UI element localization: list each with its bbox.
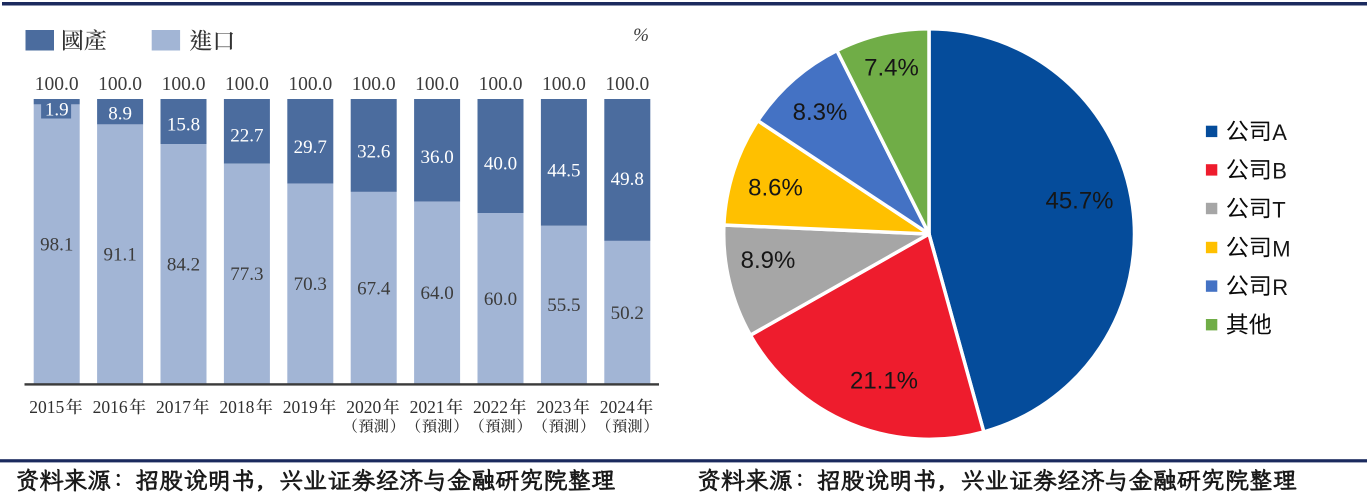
svg-text:2023: 2023 xyxy=(536,397,571,417)
svg-text:8.3%: 8.3% xyxy=(793,99,848,126)
svg-text:100.0: 100.0 xyxy=(225,74,269,95)
svg-text:55.5: 55.5 xyxy=(547,295,580,316)
svg-text:15.8: 15.8 xyxy=(167,115,200,136)
svg-text:77.3: 77.3 xyxy=(230,264,263,285)
svg-text:1.9: 1.9 xyxy=(45,100,69,121)
svg-text:100.0: 100.0 xyxy=(98,74,142,95)
svg-text:60.0: 60.0 xyxy=(484,289,517,310)
svg-text:100.0: 100.0 xyxy=(288,74,332,95)
svg-text:64.0: 64.0 xyxy=(420,283,453,304)
svg-text:84.2: 84.2 xyxy=(167,254,200,275)
svg-text:22.7: 22.7 xyxy=(230,126,263,147)
svg-text:%: % xyxy=(633,25,649,46)
svg-text:40.0: 40.0 xyxy=(484,153,517,174)
svg-text:100.0: 100.0 xyxy=(605,74,649,95)
svg-text:2020: 2020 xyxy=(346,397,381,417)
svg-text:2016: 2016 xyxy=(93,397,128,417)
svg-text:2024: 2024 xyxy=(600,397,635,417)
svg-text:8.9: 8.9 xyxy=(108,104,132,125)
svg-text:2021: 2021 xyxy=(410,397,445,417)
svg-text:2017: 2017 xyxy=(156,397,191,417)
svg-text:91.1: 91.1 xyxy=(103,245,136,266)
svg-text:70.3: 70.3 xyxy=(294,274,327,295)
svg-text:45.7%: 45.7% xyxy=(1045,188,1113,215)
svg-text:100.0: 100.0 xyxy=(542,74,586,95)
svg-text:32.6: 32.6 xyxy=(357,142,390,163)
svg-text:B: B xyxy=(1272,159,1287,184)
svg-text:67.4: 67.4 xyxy=(357,278,391,299)
svg-text:2019: 2019 xyxy=(283,397,318,417)
svg-text:A: A xyxy=(1272,120,1287,145)
svg-text:2015: 2015 xyxy=(29,397,64,417)
svg-text:21.1%: 21.1% xyxy=(850,368,918,395)
svg-text:36.0: 36.0 xyxy=(420,147,453,168)
svg-text:2018: 2018 xyxy=(219,397,254,417)
svg-text:100.0: 100.0 xyxy=(35,74,79,95)
svg-text:2022: 2022 xyxy=(473,397,508,417)
svg-text:M: M xyxy=(1272,236,1290,261)
svg-text:100.0: 100.0 xyxy=(479,74,523,95)
svg-text:7.4%: 7.4% xyxy=(864,55,919,82)
svg-text:49.8: 49.8 xyxy=(611,169,644,190)
svg-text:100.0: 100.0 xyxy=(415,74,459,95)
svg-text:8.9%: 8.9% xyxy=(741,247,796,274)
svg-text:100.0: 100.0 xyxy=(352,74,396,95)
svg-text:T: T xyxy=(1272,197,1285,222)
svg-text:29.7: 29.7 xyxy=(294,137,327,158)
svg-text:R: R xyxy=(1272,275,1288,300)
svg-text:50.2: 50.2 xyxy=(611,303,644,324)
svg-text:98.1: 98.1 xyxy=(40,235,73,256)
svg-text:44.5: 44.5 xyxy=(547,161,580,182)
svg-text:100.0: 100.0 xyxy=(162,74,206,95)
svg-text:8.6%: 8.6% xyxy=(748,175,803,202)
